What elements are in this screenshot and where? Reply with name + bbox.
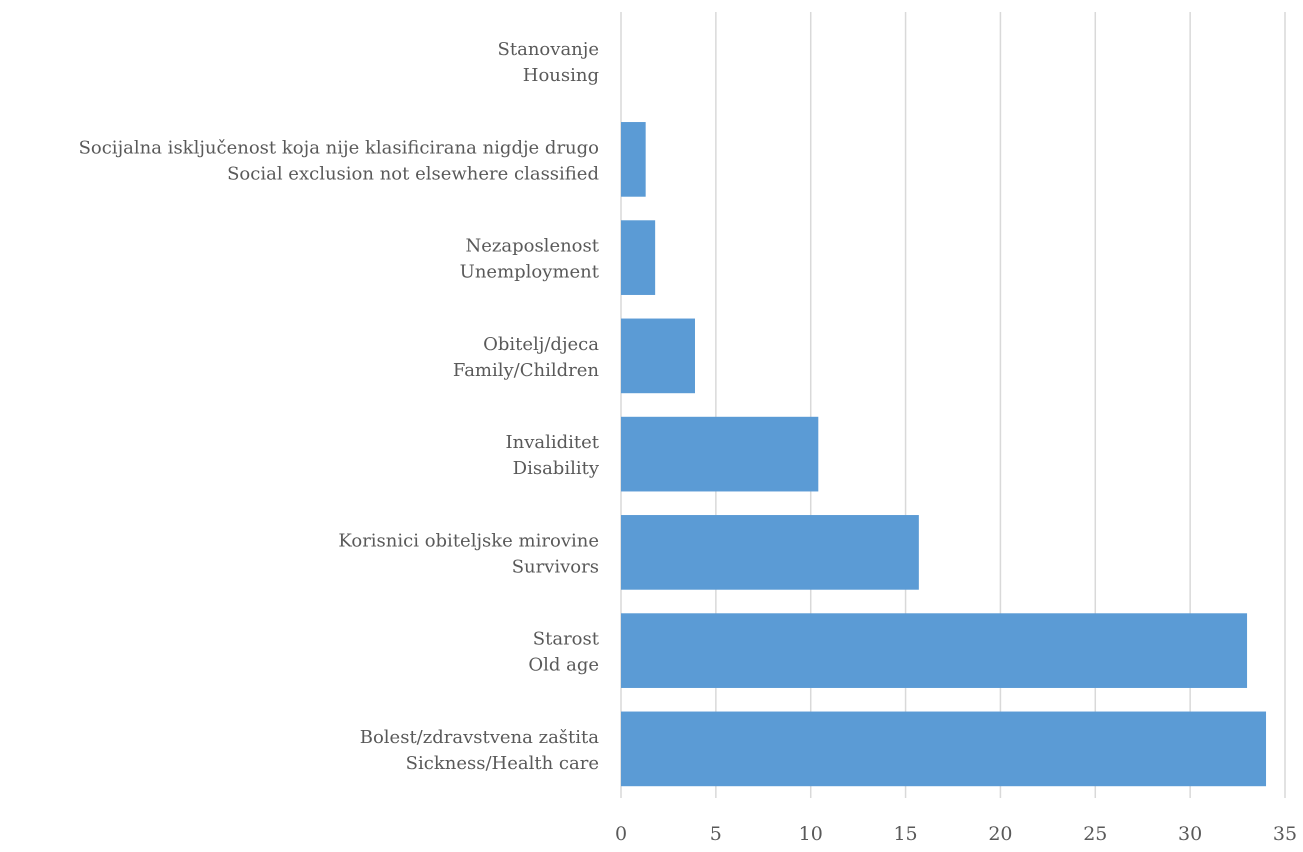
bar-6 — [621, 613, 1248, 688]
category-label-2-line2: Unemployment — [460, 262, 600, 283]
category-label-7-line2: Sickness/Health care — [406, 753, 599, 774]
category-label-5-line1: Korisnici obiteljske mirovine — [338, 530, 599, 551]
bar-3 — [621, 318, 695, 394]
category-label-1-line2: Social exclusion not elsewhere classifie… — [227, 163, 599, 184]
x-axis: 0 5 10 15 20 25 30 35 — [615, 823, 1297, 845]
bar-1 — [621, 122, 646, 197]
category-label-3-line1: Obitelj/djeca — [483, 334, 599, 355]
bar-5 — [621, 515, 919, 590]
x-tick-label-0: 0 — [615, 823, 627, 845]
x-tick-label-15: 15 — [893, 823, 917, 845]
category-label-5-line2: Survivors — [512, 556, 599, 577]
bar-2 — [621, 220, 656, 295]
x-tick-label-10: 10 — [799, 823, 823, 845]
category-label-1-line1: Socijalna isključenost koja nije klasifi… — [79, 137, 599, 158]
category-label-2-line1: Nezaposlenost — [465, 236, 599, 257]
x-tick-label-35: 35 — [1273, 823, 1297, 845]
category-label-6-line2: Old age — [528, 655, 599, 676]
category-label-6-line1: Starost — [533, 629, 600, 650]
bar-4 — [621, 416, 819, 492]
category-label-7-line1: Bolest/zdravstvena zaštita — [360, 727, 600, 748]
bars — [621, 122, 1267, 787]
category-label-4-line2: Disability — [513, 458, 600, 479]
category-label-0-line2: Housing — [523, 65, 599, 86]
category-labels: Stanovanje Housing Socijalna isključenost … — [79, 39, 600, 774]
x-tick-label-5: 5 — [710, 823, 722, 845]
grid-lines — [620, 12, 1286, 798]
category-label-4-line1: Invaliditet — [505, 432, 599, 453]
category-label-3-line2: Family/Children — [453, 360, 599, 381]
x-tick-label-30: 30 — [1178, 823, 1202, 845]
category-label-0-line1: Stanovanje — [498, 39, 599, 60]
x-tick-label-25: 25 — [1083, 823, 1107, 845]
x-tick-label-20: 20 — [988, 823, 1012, 845]
bar-7 — [621, 711, 1267, 787]
